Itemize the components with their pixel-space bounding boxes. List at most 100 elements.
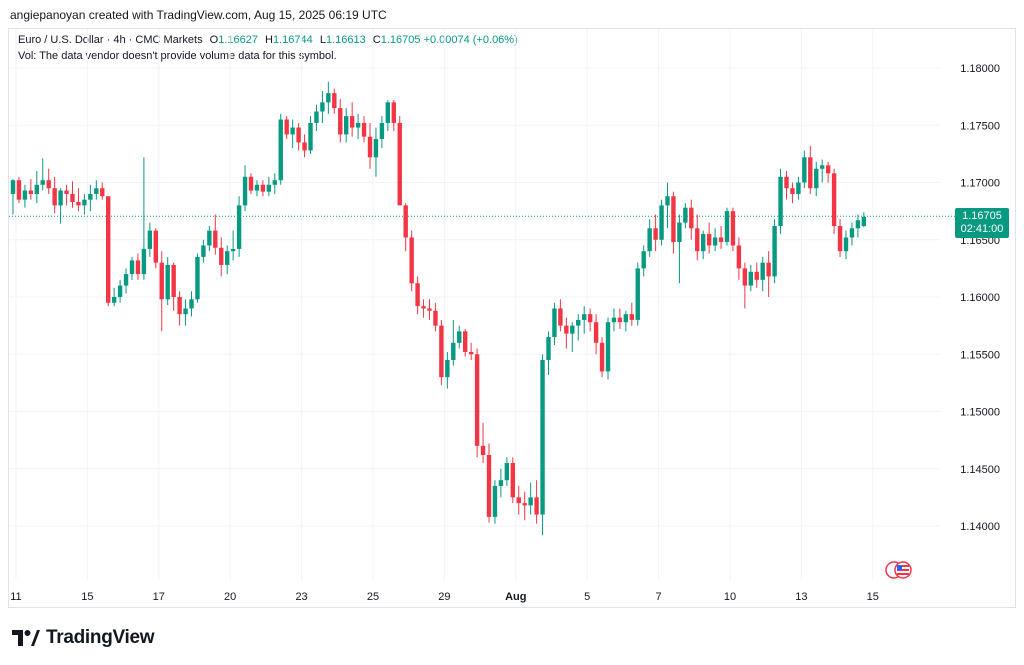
candle-body-down[interactable]: [427, 308, 432, 311]
candle-body-up[interactable]: [611, 317, 617, 323]
candle-body-up[interactable]: [683, 207, 688, 223]
candle-body-down[interactable]: [367, 136, 373, 158]
candle-body-down[interactable]: [599, 342, 605, 372]
candle-body-up[interactable]: [546, 337, 551, 360]
candle-body-up[interactable]: [861, 216, 867, 227]
candle-body-up[interactable]: [843, 237, 849, 252]
candle-body-down[interactable]: [171, 264, 176, 297]
candle-body-down[interactable]: [474, 354, 480, 446]
candle-body-up[interactable]: [165, 264, 170, 300]
candle-body-up[interactable]: [254, 184, 260, 191]
candle-body-up[interactable]: [147, 230, 153, 249]
candle-body-up[interactable]: [355, 122, 361, 128]
candle-body-down[interactable]: [439, 325, 444, 378]
candle-body-up[interactable]: [712, 237, 718, 246]
candle-body-down[interactable]: [64, 190, 69, 194]
candle-body-down[interactable]: [695, 228, 700, 252]
candle-body-up[interactable]: [457, 331, 462, 343]
candle-body-up[interactable]: [272, 180, 277, 185]
candle-body-up[interactable]: [379, 122, 385, 139]
candle-body-down[interactable]: [653, 228, 658, 240]
candle-body-up[interactable]: [34, 184, 39, 194]
candle-body-up[interactable]: [201, 245, 206, 257]
candle-body-down[interactable]: [837, 226, 843, 252]
candle-body-up[interactable]: [22, 190, 28, 200]
candle-body-down[interactable]: [421, 306, 426, 309]
candle-body-up[interactable]: [570, 325, 575, 334]
candle-body-down[interactable]: [177, 297, 182, 315]
candle-body-up[interactable]: [605, 322, 611, 372]
candle-body-down[interactable]: [361, 122, 367, 137]
candle-body-down[interactable]: [260, 184, 266, 192]
candle-body-down[interactable]: [522, 503, 527, 506]
candle-body-up[interactable]: [236, 205, 242, 249]
candle-body-down[interactable]: [516, 497, 521, 504]
candle-body-up[interactable]: [451, 342, 456, 360]
candle-body-down[interactable]: [671, 196, 676, 243]
candle-body-down[interactable]: [593, 322, 599, 343]
candle-body-up[interactable]: [111, 297, 117, 303]
candle-body-up[interactable]: [290, 127, 295, 135]
candle-body-down[interactable]: [52, 188, 57, 206]
candle-body-down[interactable]: [397, 122, 402, 206]
candle-body-up[interactable]: [772, 226, 777, 277]
candle-body-down[interactable]: [415, 283, 420, 307]
candle-body-up[interactable]: [373, 138, 379, 158]
candle-body-down[interactable]: [296, 127, 301, 143]
candle-body-up[interactable]: [94, 188, 99, 194]
candle-body-up[interactable]: [778, 176, 783, 227]
candle-body-up[interactable]: [641, 251, 646, 269]
candle-body-up[interactable]: [58, 190, 63, 206]
candle-body-down[interactable]: [468, 351, 474, 355]
candle-body-up[interactable]: [117, 285, 123, 297]
tradingview-logo[interactable]: TradingView: [12, 627, 155, 649]
candle-body-up[interactable]: [385, 102, 391, 123]
candle-body-down[interactable]: [587, 314, 593, 323]
candle-body-up[interactable]: [582, 314, 587, 320]
candle-body-up[interactable]: [278, 119, 283, 181]
candle-body-up[interactable]: [814, 168, 819, 189]
candle-body-up[interactable]: [82, 199, 87, 206]
candle-body-up[interactable]: [647, 228, 652, 252]
candle-body-up[interactable]: [129, 260, 135, 275]
candle-body-down[interactable]: [332, 93, 337, 109]
candle-body-down[interactable]: [808, 157, 813, 189]
candle-body-up[interactable]: [504, 463, 510, 481]
candle-body-up[interactable]: [141, 248, 147, 275]
candle-body-down[interactable]: [106, 196, 111, 303]
candle-body-up[interactable]: [242, 176, 248, 206]
candle-body-down[interactable]: [534, 497, 539, 515]
candle-body-up[interactable]: [445, 359, 450, 378]
candle-body-down[interactable]: [159, 262, 164, 300]
candle-body-down[interactable]: [463, 331, 468, 352]
candle-body-down[interactable]: [825, 165, 831, 174]
candle-body-down[interactable]: [558, 308, 563, 326]
candle-body-up[interactable]: [207, 230, 212, 246]
candle-body-down[interactable]: [76, 201, 81, 206]
candle-body-down[interactable]: [213, 230, 218, 248]
candle-body-up[interactable]: [802, 157, 807, 183]
candle-body-up[interactable]: [820, 165, 825, 169]
candle-body-up[interactable]: [665, 196, 670, 206]
candle-body-up[interactable]: [40, 180, 45, 185]
candle-body-up[interactable]: [576, 319, 581, 326]
candle-body-up[interactable]: [10, 180, 16, 194]
candle-body-up[interactable]: [326, 93, 331, 103]
candle-body-down[interactable]: [730, 211, 736, 246]
candle-body-down[interactable]: [736, 245, 742, 269]
candle-body-down[interactable]: [135, 260, 141, 275]
candle-body-down[interactable]: [70, 193, 75, 202]
candle-body-up[interactable]: [701, 234, 706, 252]
candle-body-down[interactable]: [28, 190, 34, 194]
candle-body-up[interactable]: [492, 485, 498, 517]
candle-body-up[interactable]: [677, 222, 682, 243]
candle-body-up[interactable]: [225, 251, 230, 265]
candle-body-down[interactable]: [153, 230, 158, 263]
candle-body-down[interactable]: [248, 176, 254, 191]
candle-body-up[interactable]: [308, 122, 313, 151]
candle-body-up[interactable]: [230, 248, 236, 252]
candle-body-up[interactable]: [88, 193, 93, 200]
candle-body-down[interactable]: [617, 317, 623, 323]
candle-body-down[interactable]: [831, 173, 837, 227]
